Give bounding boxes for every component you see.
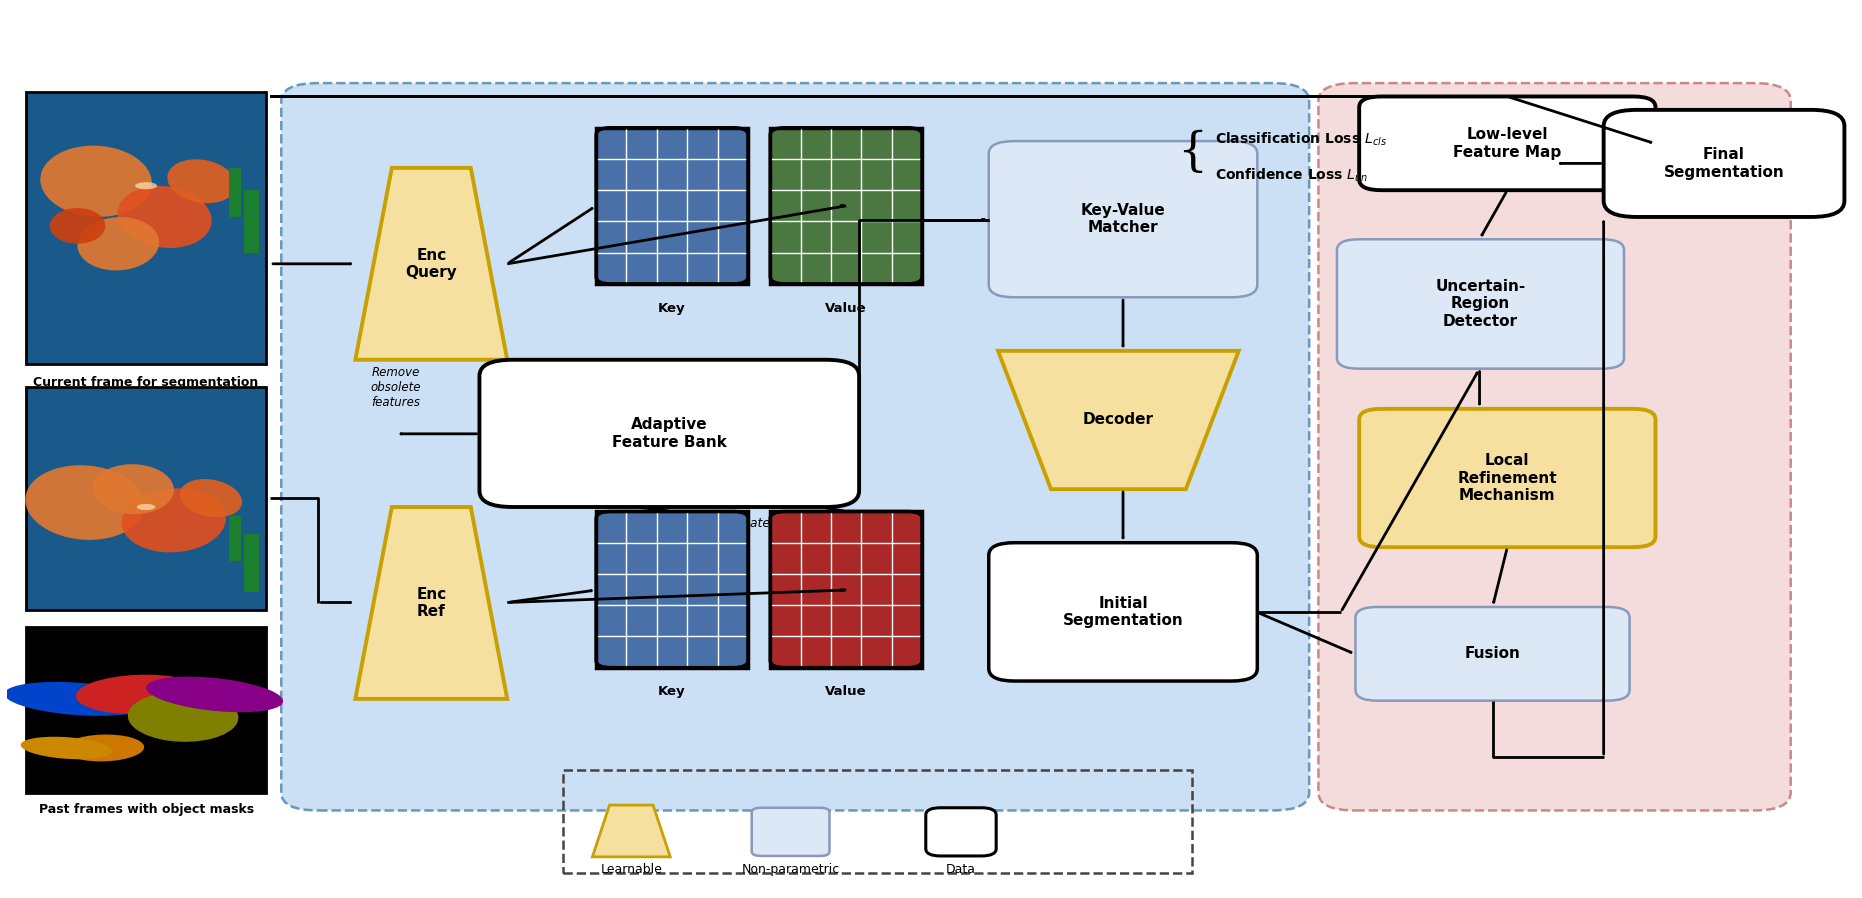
- Text: Low-level
Feature Map: Low-level Feature Map: [1452, 128, 1562, 160]
- FancyBboxPatch shape: [989, 141, 1257, 297]
- Ellipse shape: [4, 682, 151, 716]
- Text: Final
Segmentation: Final Segmentation: [1663, 147, 1784, 180]
- FancyBboxPatch shape: [925, 808, 996, 856]
- Ellipse shape: [121, 489, 225, 552]
- Text: Confidence Loss $L_{un}$: Confidence Loss $L_{un}$: [1214, 166, 1369, 184]
- Bar: [229, 516, 240, 560]
- Text: Uncertain-
Region
Detector: Uncertain- Region Detector: [1436, 279, 1525, 329]
- Text: Initial
Segmentation: Initial Segmentation: [1063, 595, 1184, 628]
- Bar: [596, 512, 749, 667]
- FancyBboxPatch shape: [989, 542, 1257, 681]
- Text: Key: Key: [659, 302, 685, 314]
- Text: Data: Data: [946, 863, 976, 876]
- Ellipse shape: [128, 691, 238, 742]
- Ellipse shape: [63, 735, 143, 762]
- Text: Learnable: Learnable: [600, 863, 663, 876]
- FancyBboxPatch shape: [1318, 84, 1791, 810]
- Ellipse shape: [20, 736, 112, 759]
- Text: {: {: [1177, 130, 1207, 175]
- Text: Local
Refinement
Mechanism: Local Refinement Mechanism: [1458, 453, 1557, 503]
- Text: Fusion: Fusion: [1465, 647, 1521, 661]
- Text: Value: Value: [825, 302, 868, 314]
- Text: Enc
Query: Enc Query: [406, 248, 458, 280]
- Polygon shape: [592, 806, 670, 857]
- Text: Enc
Ref: Enc Ref: [417, 586, 447, 619]
- Ellipse shape: [145, 676, 283, 712]
- FancyBboxPatch shape: [1359, 96, 1655, 190]
- Bar: [229, 168, 240, 217]
- FancyBboxPatch shape: [1359, 409, 1655, 547]
- Ellipse shape: [50, 208, 106, 243]
- Bar: [771, 512, 922, 667]
- Bar: [26, 628, 266, 793]
- Ellipse shape: [181, 479, 242, 517]
- FancyBboxPatch shape: [479, 360, 858, 507]
- Ellipse shape: [78, 217, 158, 270]
- Ellipse shape: [168, 159, 236, 203]
- FancyBboxPatch shape: [1337, 239, 1624, 369]
- Polygon shape: [356, 507, 506, 699]
- Ellipse shape: [134, 182, 156, 189]
- Text: Classification Loss $L_{cls}$: Classification Loss $L_{cls}$: [1214, 130, 1387, 148]
- Bar: [596, 128, 749, 284]
- Ellipse shape: [26, 465, 145, 540]
- Text: Decoder: Decoder: [1084, 412, 1154, 427]
- Text: Value: Value: [825, 685, 868, 699]
- Bar: [26, 92, 266, 365]
- Text: Update: Update: [726, 517, 771, 530]
- FancyBboxPatch shape: [752, 808, 829, 856]
- Text: Key-Value
Matcher: Key-Value Matcher: [1080, 203, 1166, 235]
- Text: Current frame for segmentation: Current frame for segmentation: [34, 376, 259, 389]
- FancyBboxPatch shape: [1356, 607, 1629, 700]
- Ellipse shape: [76, 674, 205, 714]
- Ellipse shape: [41, 145, 153, 217]
- FancyBboxPatch shape: [1603, 110, 1845, 217]
- Polygon shape: [998, 351, 1238, 489]
- Polygon shape: [356, 168, 506, 360]
- Text: Past frames with object masks: Past frames with object masks: [39, 804, 253, 816]
- Bar: [244, 190, 259, 252]
- Bar: [771, 128, 922, 284]
- Text: Key: Key: [659, 685, 685, 699]
- Ellipse shape: [93, 464, 173, 515]
- Ellipse shape: [117, 186, 212, 248]
- Text: Non-parametric: Non-parametric: [741, 863, 840, 876]
- Text: Remove
obsolete
features: Remove obsolete features: [371, 365, 421, 409]
- Bar: [26, 386, 266, 610]
- Bar: [244, 533, 259, 592]
- Ellipse shape: [136, 504, 155, 510]
- Text: Adaptive
Feature Bank: Adaptive Feature Bank: [613, 418, 726, 450]
- FancyBboxPatch shape: [281, 84, 1309, 810]
